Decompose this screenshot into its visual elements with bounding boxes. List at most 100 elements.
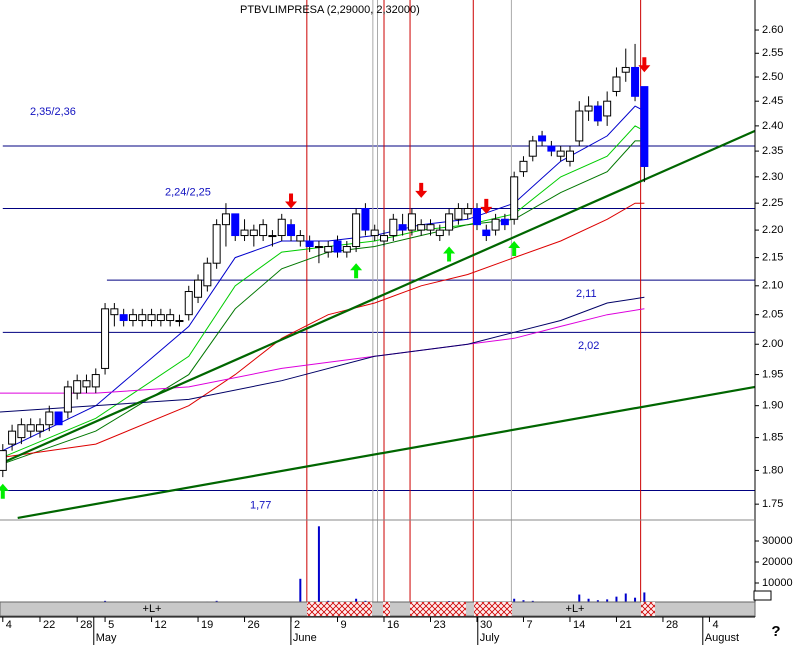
candle-body	[54, 411, 63, 426]
candle-body	[296, 235, 305, 242]
candle-body	[631, 66, 640, 97]
x-tick-label: 4	[6, 619, 12, 631]
x-tick-label: 9	[341, 619, 347, 631]
candle-body	[380, 235, 389, 242]
month-label: July	[480, 632, 500, 644]
moving-average	[2, 105, 645, 452]
x-tick-label: 30	[480, 619, 492, 631]
band-segment	[307, 602, 372, 616]
x-tick-label: 14	[573, 619, 585, 631]
volume-bar	[317, 526, 320, 604]
candle-body	[287, 224, 296, 237]
candle-body	[361, 208, 370, 231]
y-tick-label: 1.90	[762, 400, 783, 412]
candle-body	[175, 320, 184, 323]
candle-body	[119, 314, 128, 322]
plot-area: 2,35/2,36 2,24/2,25 2,11 2,02 1,77	[0, 0, 756, 604]
candle-body	[612, 76, 621, 92]
candle-body	[45, 411, 54, 426]
moving-average	[2, 202, 645, 458]
candle-body	[500, 218, 509, 226]
sell-arrow	[285, 193, 298, 209]
candle-body	[482, 229, 491, 237]
candle-body	[259, 224, 268, 237]
candle-body	[240, 229, 249, 237]
y-tick-label: 2.05	[762, 309, 783, 321]
candle-body	[82, 380, 91, 388]
volume-bar	[578, 594, 581, 604]
x-tick-label: 4	[712, 619, 718, 631]
candle-body	[249, 229, 258, 237]
candle-body	[17, 424, 26, 439]
x-tick-label: 21	[619, 619, 631, 631]
month-label: June	[293, 632, 317, 644]
buy-arrow	[0, 483, 9, 499]
volume-tick-label: 30000	[762, 535, 793, 547]
candle-body	[138, 314, 147, 322]
buy-arrow	[443, 246, 456, 262]
chart-title: PTBVLIMPRESA (2,29000, 2,32000)	[240, 4, 420, 16]
signal-band	[0, 601, 756, 617]
candle-body	[454, 208, 463, 220]
candle-body	[472, 208, 481, 226]
candle-body	[398, 224, 407, 231]
y-tick-label: 2.00	[762, 338, 783, 350]
sell-arrow	[415, 182, 428, 198]
candle-body	[417, 224, 426, 231]
volume-bar	[587, 598, 590, 604]
candle-body	[184, 291, 193, 316]
candle-body	[324, 246, 333, 253]
candle-body	[584, 105, 593, 112]
moving-average	[2, 140, 645, 465]
corner-mark[interactable]: ?	[771, 623, 780, 640]
moving-average	[2, 125, 645, 458]
x-tick-label: 7	[526, 619, 532, 631]
level-label: 1,77	[250, 499, 271, 511]
y-tick-label: 2.35	[762, 145, 783, 157]
y-tick-label: 1.95	[762, 368, 783, 380]
band-segment	[641, 602, 655, 616]
candle-body	[445, 213, 454, 231]
candle-body	[407, 213, 416, 231]
volume-bar	[513, 598, 516, 604]
candle-body	[538, 135, 547, 142]
volume-bar	[355, 598, 358, 604]
volume-tick-label: 20000	[762, 556, 793, 568]
candle-body	[333, 240, 342, 253]
candle-body	[352, 213, 361, 248]
y-tick-label: 2.15	[762, 252, 783, 264]
sell-arrow	[638, 57, 651, 73]
trend-line	[17, 385, 756, 519]
candle-body	[63, 386, 72, 413]
y-tick-label: 2.30	[762, 171, 783, 183]
x-tick-label: 28	[666, 619, 678, 631]
y-tick-label: 2.40	[762, 120, 783, 132]
band-label: +L+	[566, 603, 585, 615]
month-label: May	[96, 632, 117, 644]
month-label: August	[705, 632, 739, 644]
band-segment	[383, 602, 390, 616]
candle-body	[156, 314, 165, 322]
volume-bar	[615, 596, 618, 604]
candle-body	[491, 218, 500, 231]
y-tick-label: 1.75	[762, 498, 783, 510]
y-tick-label: 1.80	[762, 464, 783, 476]
candle-body	[221, 213, 230, 226]
x-tick-label: 5	[108, 619, 114, 631]
volume-bar	[643, 592, 646, 604]
volume-bar	[299, 578, 302, 604]
candle-body	[73, 380, 82, 394]
sell-arrow	[480, 198, 493, 214]
y-tick-label: 2.25	[762, 197, 783, 209]
candle-body	[305, 240, 314, 248]
x-tick-label: 12	[155, 619, 167, 631]
candle-body	[8, 430, 17, 445]
candle-body	[128, 314, 137, 322]
band-segment	[410, 602, 466, 616]
buy-arrow	[350, 263, 363, 279]
volume-bar	[634, 597, 637, 604]
volume-bar	[624, 593, 627, 604]
candle-body	[203, 262, 212, 287]
x-tick-label: 23	[433, 619, 445, 631]
candle-body	[342, 246, 351, 253]
